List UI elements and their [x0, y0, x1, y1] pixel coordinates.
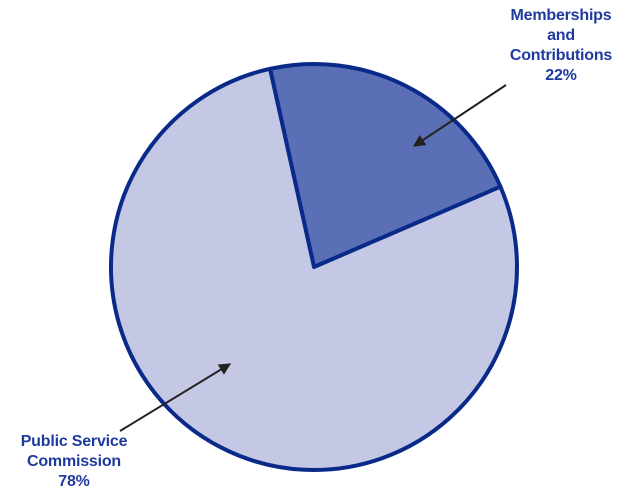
- slice-label-psc-line-1: Public Service: [20, 433, 128, 450]
- pie-slice-public-service-commission: [109, 66, 519, 472]
- pie-slices: [109, 62, 519, 472]
- slice-label-memberships-line-1: Memberships: [510, 7, 612, 24]
- slice-value-memberships: 22%: [545, 67, 577, 84]
- pie-slice-memberships: [268, 62, 503, 269]
- slice-value-public-service-commission: 78%: [58, 473, 90, 490]
- slice-label-memberships-line-3: Contributions: [509, 47, 613, 64]
- slice-label-public-service-commission: Public Service Commission 78%: [0, 432, 148, 492]
- slice-label-memberships: Memberships and Contributions 22%: [498, 6, 624, 86]
- arrow-public-service-commission: [119, 363, 232, 432]
- slice-label-memberships-line-2: and: [547, 27, 575, 44]
- arrow-memberships: [412, 84, 507, 147]
- slice-label-psc-line-2: Commission: [26, 453, 122, 470]
- callout-arrows: [119, 84, 507, 432]
